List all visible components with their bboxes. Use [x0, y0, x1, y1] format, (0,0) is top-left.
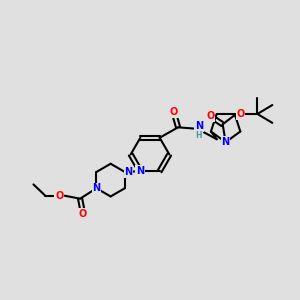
Text: H: H — [196, 131, 202, 140]
Text: O: O — [206, 111, 214, 121]
Text: O: O — [169, 107, 178, 117]
Text: O: O — [79, 209, 87, 219]
Text: O: O — [236, 109, 244, 119]
Text: N: N — [92, 183, 101, 193]
Text: N: N — [124, 167, 132, 177]
Text: N: N — [222, 137, 230, 147]
Text: N: N — [195, 122, 203, 131]
Text: O: O — [55, 191, 63, 201]
Text: N: N — [136, 166, 144, 176]
